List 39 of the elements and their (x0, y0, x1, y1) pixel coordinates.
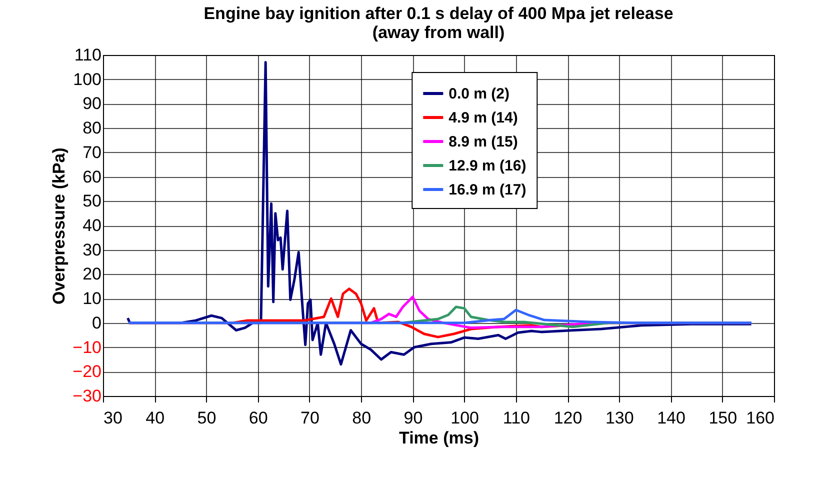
x-tick-label: 150 (708, 408, 738, 428)
x-tick-label: 130 (605, 408, 634, 428)
legend-label: 4.9 m (14) (448, 110, 518, 127)
y-tick-label: 60 (82, 167, 102, 186)
legend-label: 8.9 m (15) (448, 134, 518, 151)
y-tick-label: 40 (82, 216, 102, 235)
x-tick-label: 90 (404, 408, 423, 428)
y-tick-label: −20 (72, 362, 102, 382)
x-tick-label: 160 (746, 408, 774, 428)
x-tick-label: 40 (146, 408, 165, 428)
y-tick-label: −30 (72, 386, 102, 406)
y-tick-label: 30 (82, 240, 102, 260)
y-tick-label: −10 (72, 338, 102, 357)
x-tick-label: 140 (657, 408, 686, 428)
x-tick-label: 100 (450, 408, 479, 428)
chart-title: Engine bay ignition after 0.1 s delay of 400 Mpa jet release (away from wall) (204, 4, 674, 42)
y-tick-label: 100 (73, 70, 102, 89)
x-tick-label: 80 (352, 408, 372, 428)
y-tick-label: 80 (82, 118, 102, 138)
y-tick-label: 50 (82, 192, 102, 211)
y-tick-label: 90 (82, 94, 102, 114)
x-tick-label: 30 (104, 408, 122, 428)
y-tick-label: 110 (74, 46, 102, 64)
legend-label: 12.9 m (16) (448, 158, 526, 175)
x-axis-title: Time (ms) (399, 428, 479, 448)
legend-label: 0.0 m (2) (448, 86, 510, 103)
x-tick-label: 60 (248, 408, 268, 428)
y-tick-label: 70 (82, 142, 102, 162)
line-series (128, 308, 753, 324)
y-tick-label: 20 (82, 264, 102, 284)
legend-label: 16.9 m (17) (448, 182, 526, 199)
y-tick-label: 0 (92, 313, 102, 332)
x-tick-label: 110 (502, 408, 530, 428)
x-tick-label: 50 (197, 408, 216, 428)
x-tick-label: 120 (554, 408, 582, 428)
y-axis-title: Overpressure (kPa) (50, 148, 69, 304)
y-tick-label: 10 (82, 289, 102, 308)
line-series (126, 61, 753, 366)
x-tick-label: 70 (300, 408, 320, 428)
